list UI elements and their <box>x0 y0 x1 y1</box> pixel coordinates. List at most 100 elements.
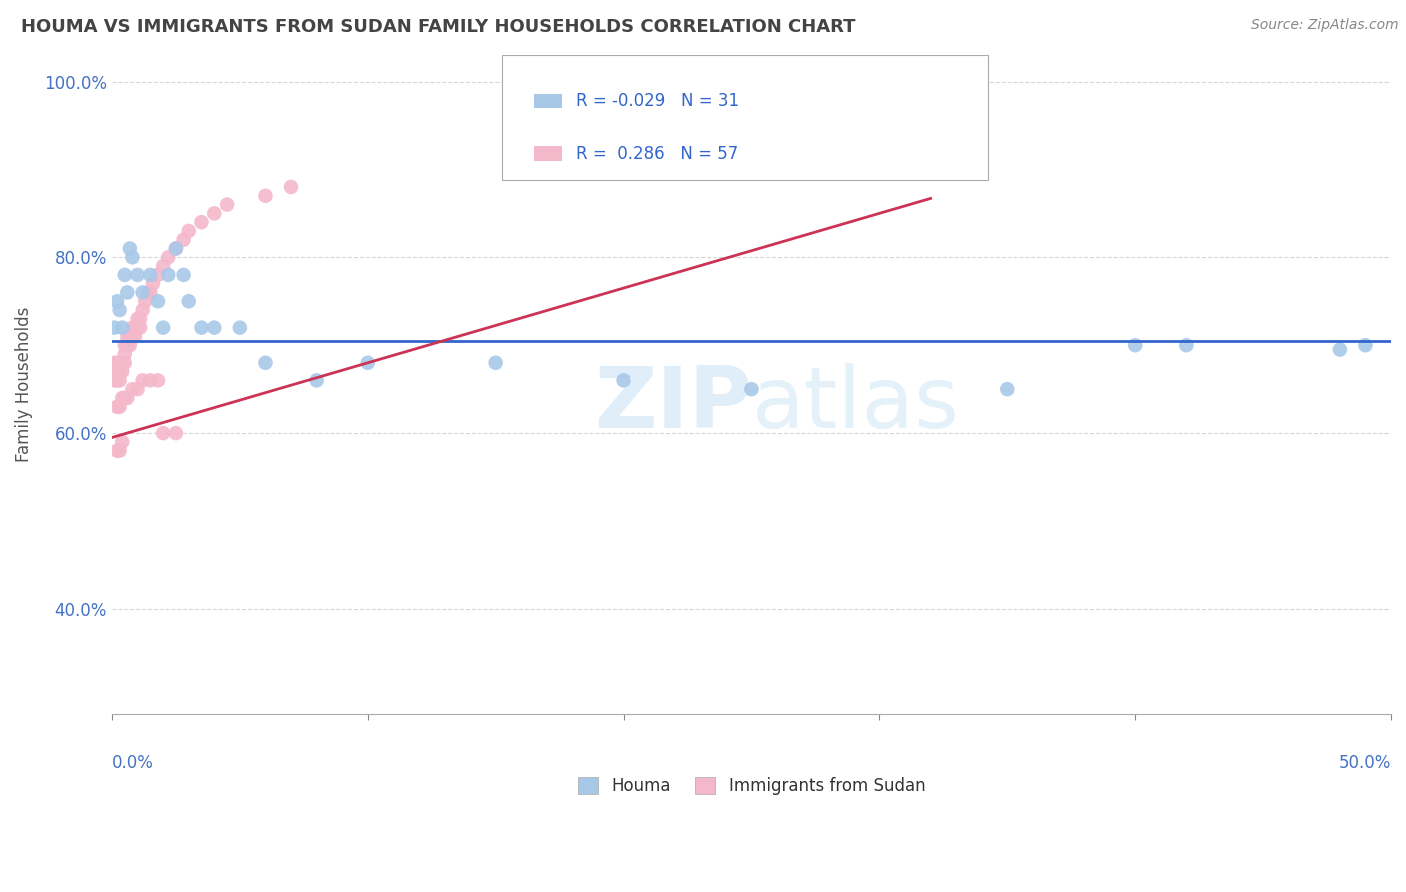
Point <box>613 373 636 387</box>
Point <box>117 391 139 405</box>
Point <box>139 373 162 387</box>
Point <box>111 356 134 370</box>
Point <box>305 373 328 387</box>
Point <box>105 400 128 414</box>
Point <box>114 356 136 370</box>
Point <box>121 329 143 343</box>
Point <box>146 294 169 309</box>
Y-axis label: Family Households: Family Households <box>15 307 32 462</box>
Point <box>103 356 125 370</box>
Point <box>111 365 134 379</box>
Text: 50.0%: 50.0% <box>1339 754 1391 772</box>
Text: HOUMA VS IMMIGRANTS FROM SUDAN FAMILY HOUSEHOLDS CORRELATION CHART: HOUMA VS IMMIGRANTS FROM SUDAN FAMILY HO… <box>21 18 856 36</box>
Point <box>152 426 174 441</box>
Point <box>1123 338 1146 352</box>
Point <box>111 434 134 449</box>
Point <box>254 356 277 370</box>
Point <box>131 303 153 318</box>
Point <box>124 329 146 343</box>
Point <box>105 373 128 387</box>
Point <box>134 294 156 309</box>
Point <box>129 320 152 334</box>
Point <box>117 338 139 352</box>
Point <box>1329 343 1351 357</box>
Point <box>1175 338 1198 352</box>
Text: atlas: atlas <box>751 363 959 446</box>
Point <box>202 206 225 220</box>
Point <box>146 268 169 282</box>
Point <box>111 391 134 405</box>
Point <box>117 285 139 300</box>
Point <box>129 311 152 326</box>
Text: ZIP: ZIP <box>593 363 751 446</box>
Point <box>108 443 131 458</box>
Point <box>157 250 180 264</box>
Point <box>157 268 180 282</box>
Point <box>131 285 153 300</box>
Point <box>114 391 136 405</box>
Point <box>127 382 149 396</box>
Point <box>177 224 200 238</box>
Point <box>254 188 277 202</box>
Point <box>202 320 225 334</box>
Point <box>131 373 153 387</box>
Point <box>108 400 131 414</box>
Point <box>111 320 134 334</box>
Point <box>357 356 380 370</box>
Point <box>117 329 139 343</box>
Point <box>118 329 141 343</box>
Point <box>173 268 195 282</box>
Point <box>114 338 136 352</box>
Point <box>127 268 149 282</box>
Point <box>165 242 187 256</box>
Point <box>280 180 302 194</box>
Point <box>114 268 136 282</box>
Point <box>124 320 146 334</box>
Point <box>190 320 212 334</box>
Point <box>118 242 141 256</box>
Point <box>108 373 131 387</box>
FancyBboxPatch shape <box>534 146 562 161</box>
Point <box>152 320 174 334</box>
Text: R = -0.029   N = 31: R = -0.029 N = 31 <box>576 92 740 110</box>
Point <box>173 233 195 247</box>
Text: 0.0%: 0.0% <box>112 754 153 772</box>
Point <box>740 382 762 396</box>
FancyBboxPatch shape <box>534 94 562 108</box>
Point <box>127 311 149 326</box>
Point <box>152 259 174 273</box>
Point <box>165 426 187 441</box>
Text: Source: ZipAtlas.com: Source: ZipAtlas.com <box>1251 18 1399 32</box>
Point <box>995 382 1018 396</box>
Point <box>118 338 141 352</box>
Point <box>121 250 143 264</box>
Point <box>177 294 200 309</box>
Point <box>121 320 143 334</box>
FancyBboxPatch shape <box>502 55 988 180</box>
Point <box>105 294 128 309</box>
Point <box>105 356 128 370</box>
Point <box>229 320 252 334</box>
Point <box>114 347 136 361</box>
Point <box>108 365 131 379</box>
Point <box>139 285 162 300</box>
Point <box>108 303 131 318</box>
Point <box>136 285 159 300</box>
Point <box>1354 338 1376 352</box>
Point <box>190 215 212 229</box>
Point <box>165 242 187 256</box>
Point <box>103 365 125 379</box>
Point <box>108 356 131 370</box>
Point <box>105 365 128 379</box>
Point <box>139 268 162 282</box>
Point <box>121 382 143 396</box>
Point <box>146 373 169 387</box>
Legend: Houma, Immigrants from Sudan: Houma, Immigrants from Sudan <box>569 769 934 804</box>
Point <box>142 277 165 291</box>
Point <box>103 373 125 387</box>
Point <box>485 356 508 370</box>
Point <box>127 320 149 334</box>
Point <box>105 443 128 458</box>
Text: R =  0.286   N = 57: R = 0.286 N = 57 <box>576 145 738 162</box>
Point <box>217 197 239 211</box>
